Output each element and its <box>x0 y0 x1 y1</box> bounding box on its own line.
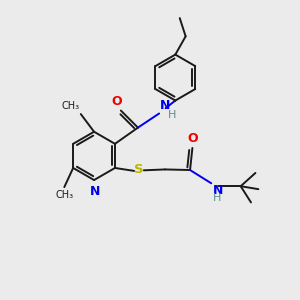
Text: S: S <box>134 163 143 176</box>
Text: CH₃: CH₃ <box>61 101 79 111</box>
Text: N: N <box>160 99 171 112</box>
Text: O: O <box>111 95 122 108</box>
Text: CH₃: CH₃ <box>55 190 74 200</box>
Text: O: O <box>187 132 198 145</box>
Text: H: H <box>212 193 221 203</box>
Text: N: N <box>212 184 223 197</box>
Text: N: N <box>89 185 100 198</box>
Text: H: H <box>167 110 176 120</box>
